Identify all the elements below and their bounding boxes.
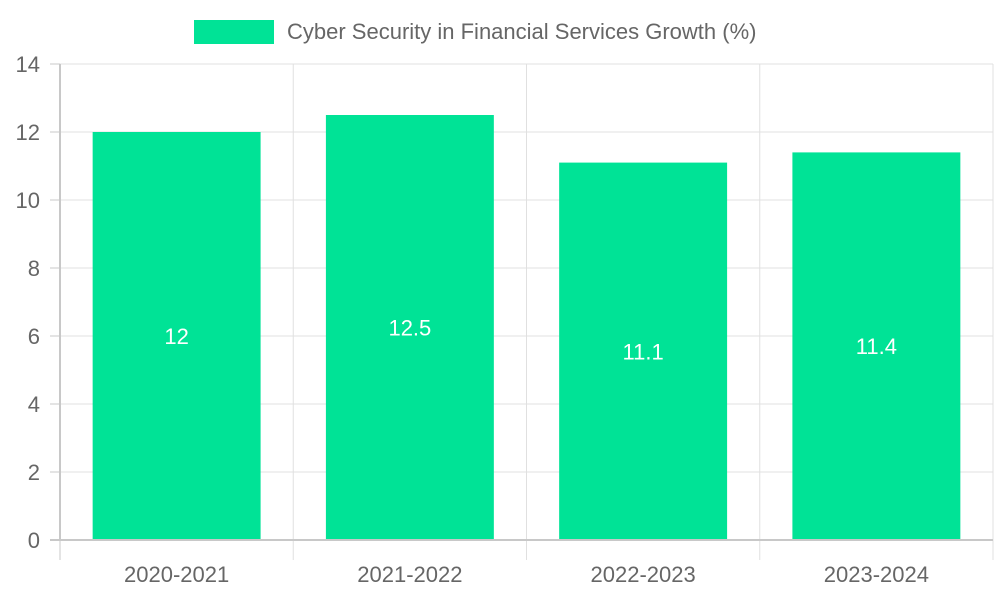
y-tick-label: 4 (28, 392, 40, 417)
axes: 0 2 4 6 8 10 12 14 2020-2021 2021-2022 2022-2023 20… (16, 52, 993, 587)
x-tick-label: 2023-2024 (824, 562, 929, 587)
y-tick-label: 10 (16, 188, 40, 213)
y-tick-label: 14 (16, 52, 40, 77)
bars (92, 115, 961, 540)
bar-2021-2022[interactable] (325, 115, 494, 540)
x-tick-label: 2021-2022 (357, 562, 462, 587)
bar-2023-2024[interactable] (792, 152, 961, 540)
legend-label[interactable]: Cyber Security in Financial Services Gro… (287, 19, 756, 44)
bar-2022-2023[interactable] (559, 162, 728, 540)
y-tick-label: 0 (28, 528, 40, 553)
y-tick-label: 12 (16, 120, 40, 145)
data-label: 12 (164, 324, 188, 349)
legend[interactable]: Cyber Security in Financial Services Gro… (194, 19, 756, 44)
data-label: 11.1 (623, 339, 664, 364)
x-tick-label: 2022-2023 (591, 562, 696, 587)
y-tick-label: 2 (28, 460, 40, 485)
y-tick-label: 6 (28, 324, 40, 349)
data-labels: 12 12.5 11.1 11.4 (164, 316, 897, 365)
bar-2020-2021[interactable] (92, 132, 261, 540)
data-label: 12.5 (388, 316, 431, 341)
y-tick-label: 8 (28, 256, 40, 281)
x-tick-label: 2020-2021 (124, 562, 229, 587)
data-label: 11.4 (856, 334, 897, 359)
legend-swatch[interactable] (194, 20, 274, 44)
